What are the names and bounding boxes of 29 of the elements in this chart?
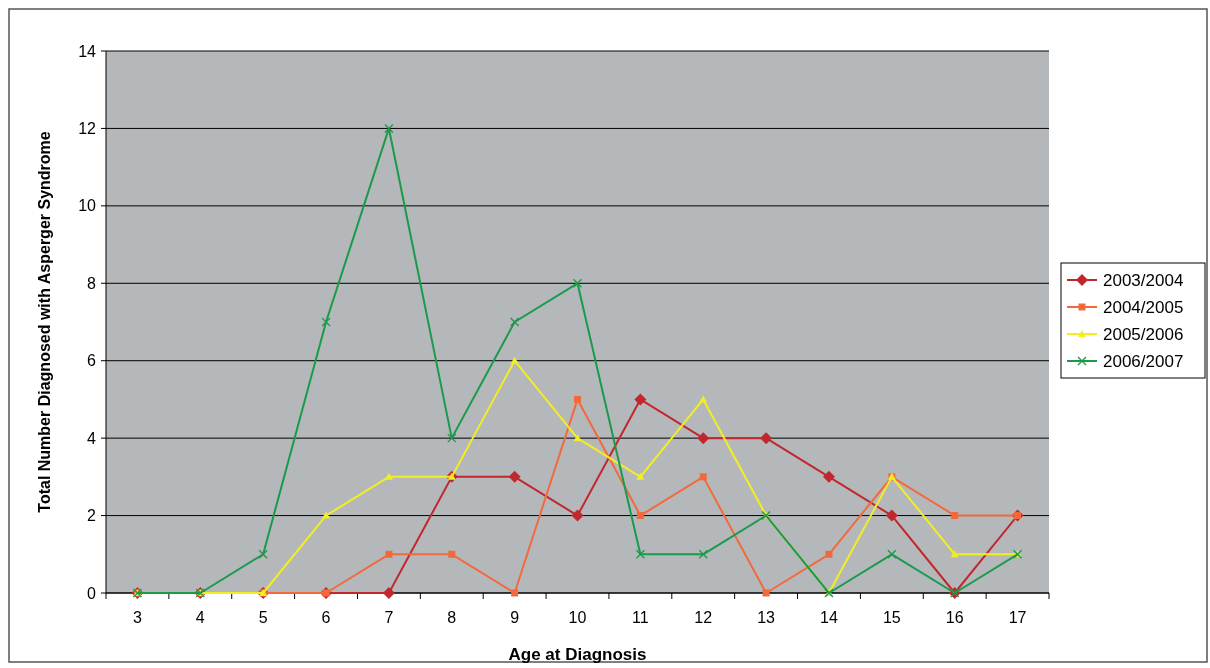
y-tick-label: 0: [87, 584, 97, 602]
y-axis-title: Total Number Diagnosed with Asperger Syndrome: [36, 131, 53, 513]
x-tick-label: 13: [757, 609, 776, 626]
x-tick-label: 14: [820, 609, 838, 626]
x-tick-label: 10: [568, 609, 587, 626]
x-tick-label: 6: [321, 609, 331, 626]
legend-label: 2005/2006: [1103, 324, 1184, 344]
x-tick-label: 5: [258, 609, 268, 626]
x-tick-label: 8: [447, 609, 457, 626]
y-tick-label: 10: [78, 197, 97, 215]
x-tick-label: 3: [132, 609, 142, 626]
x-tick-label: 12: [694, 609, 713, 626]
y-tick-label: 2: [87, 507, 97, 525]
y-tick-label: 6: [87, 352, 97, 370]
x-tick-label: 9: [510, 609, 520, 626]
x-tick-label: 16: [945, 609, 964, 626]
x-axis-title: Age at Diagnosis: [508, 645, 647, 664]
y-tick-label: 14: [78, 42, 97, 60]
x-tick-label: 7: [384, 609, 394, 626]
y-tick-label: 12: [78, 120, 97, 138]
y-tick-label: 4: [87, 429, 97, 447]
x-tick-label: 15: [882, 609, 901, 626]
legend-label: 2004/2005: [1103, 297, 1184, 317]
y-tick-label: 8: [87, 274, 97, 292]
x-tick-label: 17: [1008, 609, 1027, 626]
legend-label: 2006/2007: [1103, 351, 1184, 371]
x-tick-label: 11: [632, 609, 649, 626]
legend-label: 2003/2004: [1103, 270, 1184, 290]
x-tick-label: 4: [195, 609, 205, 626]
